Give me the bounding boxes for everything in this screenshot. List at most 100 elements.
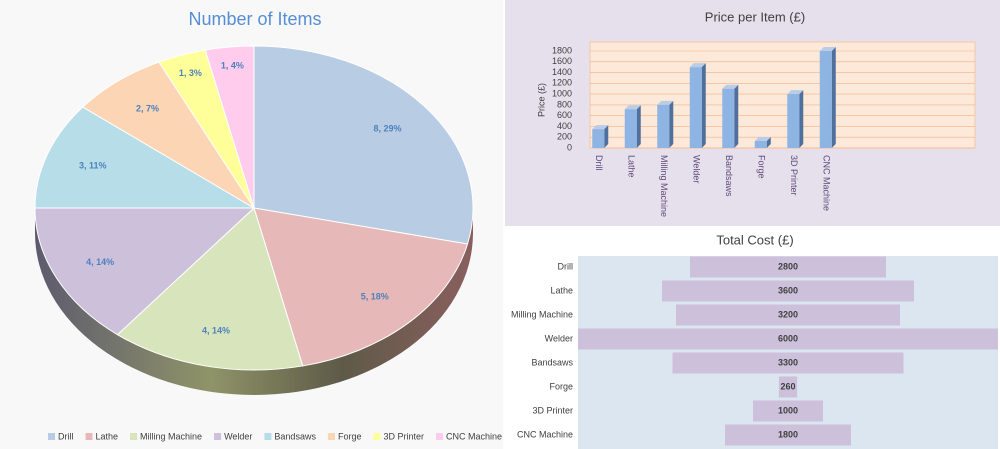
- legend-swatch: [130, 433, 138, 440]
- y-tick-label: 400: [557, 121, 572, 131]
- plot-area: [589, 41, 976, 149]
- bar: [819, 51, 832, 148]
- pie-slice: [253, 45, 474, 245]
- bar: [662, 280, 914, 302]
- bar-side: [636, 105, 641, 148]
- chart-title: Price per Item (£): [705, 9, 805, 24]
- bar-side: [831, 47, 836, 148]
- legend-swatch: [85, 433, 93, 440]
- bar-side: [734, 84, 739, 148]
- bar: [578, 328, 998, 350]
- legend-label: Bandsaws: [274, 431, 316, 441]
- x-tick-label: CNC Machine: [821, 155, 831, 211]
- x-tick-label: Welder: [691, 155, 701, 183]
- y-axis-label: Price (£): [536, 83, 546, 117]
- data-label: 1, 3%: [179, 68, 202, 78]
- y-tick-label: Lathe: [550, 285, 573, 295]
- legend-swatch: [48, 433, 55, 440]
- legend-label: Milling Machine: [140, 431, 202, 441]
- bar-side: [701, 63, 706, 148]
- bar-side: [766, 136, 771, 148]
- legend-swatch: [264, 433, 272, 440]
- bar-top: [657, 100, 674, 105]
- y-tick-label: 600: [557, 110, 572, 120]
- data-label: 8, 29%: [374, 124, 402, 134]
- legend-swatch: [435, 433, 443, 440]
- legend-swatch: [373, 433, 381, 440]
- data-label: 3300: [778, 357, 798, 367]
- bar: [725, 424, 851, 446]
- data-label: 1000: [778, 405, 798, 415]
- bar-side: [799, 90, 804, 148]
- y-tick-label: Milling Machine: [511, 309, 573, 319]
- legend-label: 3D Printer: [383, 431, 424, 441]
- pie-slice: [116, 207, 304, 371]
- y-tick-label: 800: [557, 99, 572, 109]
- bar: [657, 104, 670, 148]
- data-label: 2800: [778, 261, 798, 271]
- x-tick-label: Bandsaws: [724, 155, 734, 197]
- data-label: 3200: [778, 309, 798, 319]
- chart-title: Number of Items: [188, 9, 321, 29]
- legend-swatch: [327, 433, 335, 440]
- bar-top: [754, 136, 771, 141]
- data-label: 1800: [778, 429, 798, 439]
- bar-side: [669, 100, 674, 148]
- data-label: 6000: [778, 333, 798, 343]
- bar-top: [787, 90, 804, 95]
- bar-top: [689, 63, 706, 68]
- y-tick-label: 1800: [552, 45, 572, 55]
- legend-label: Lathe: [96, 431, 119, 441]
- bar: [690, 256, 886, 278]
- y-tick-label: 1000: [552, 88, 572, 98]
- x-tick-label: Milling Machine: [659, 155, 669, 217]
- data-label: 4, 14%: [202, 326, 230, 336]
- y-tick-label: 1400: [552, 67, 572, 77]
- bar: [624, 109, 637, 148]
- bar: [672, 352, 904, 374]
- y-tick-label: CNC Machine: [517, 429, 573, 439]
- data-label: 5, 18%: [361, 292, 389, 302]
- y-tick-label: Bandsaws: [531, 357, 573, 367]
- y-tick-label: Forge: [549, 381, 573, 391]
- bar: [592, 129, 605, 148]
- chart-title: Total Cost (£): [716, 232, 793, 247]
- bar: [689, 67, 702, 148]
- bar: [754, 140, 767, 148]
- y-tick-label: Drill: [558, 261, 574, 271]
- data-label: 3, 11%: [79, 161, 107, 171]
- legend-label: Drill: [58, 431, 74, 441]
- legend-label: Welder: [224, 431, 252, 441]
- bar: [676, 304, 900, 326]
- bar: [787, 94, 800, 148]
- data-label: 3600: [778, 285, 798, 295]
- x-tick-label: 3D Printer: [789, 155, 799, 196]
- legend-label: Forge: [338, 431, 362, 441]
- bar: [778, 376, 798, 398]
- y-tick-label: Welder: [545, 333, 573, 343]
- pie-slice: [253, 207, 469, 367]
- bar: [722, 88, 735, 148]
- y-tick-label: 3D Printer: [532, 405, 573, 415]
- legend-label: CNC Machine: [446, 431, 502, 441]
- y-tick-label: 200: [557, 132, 572, 142]
- pie-slice: [204, 45, 255, 209]
- x-tick-label: Drill: [594, 155, 604, 171]
- legend-swatch: [214, 433, 222, 440]
- bar-top: [592, 125, 609, 130]
- x-tick-label: Forge: [756, 155, 766, 179]
- y-tick-label: 1600: [552, 56, 572, 66]
- bar-top: [624, 105, 641, 110]
- y-tick-label: 0: [567, 142, 572, 152]
- data-label: 260: [780, 381, 795, 391]
- bar-top: [722, 84, 739, 89]
- bar-side: [604, 125, 609, 148]
- y-tick-label: 1200: [552, 78, 572, 88]
- data-label: 4, 14%: [86, 257, 114, 267]
- pie-slice: [34, 106, 256, 209]
- x-tick-label: Lathe: [626, 155, 636, 178]
- bar: [753, 400, 823, 422]
- pie-slice: [34, 207, 256, 336]
- bar-top: [819, 47, 836, 51]
